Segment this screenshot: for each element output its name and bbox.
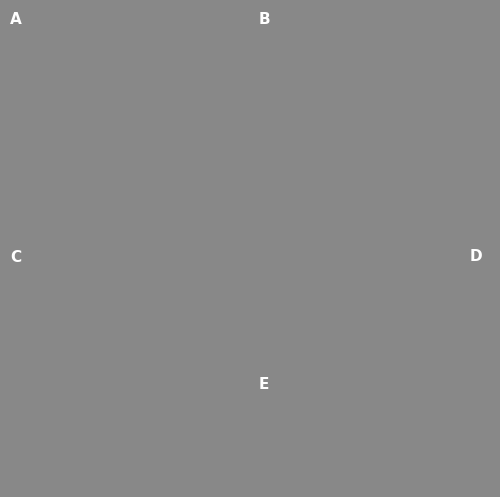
Text: C: C: [10, 250, 21, 265]
Text: E: E: [258, 377, 269, 392]
Text: A: A: [10, 12, 22, 27]
Text: B: B: [258, 12, 270, 27]
Text: D: D: [470, 249, 482, 264]
